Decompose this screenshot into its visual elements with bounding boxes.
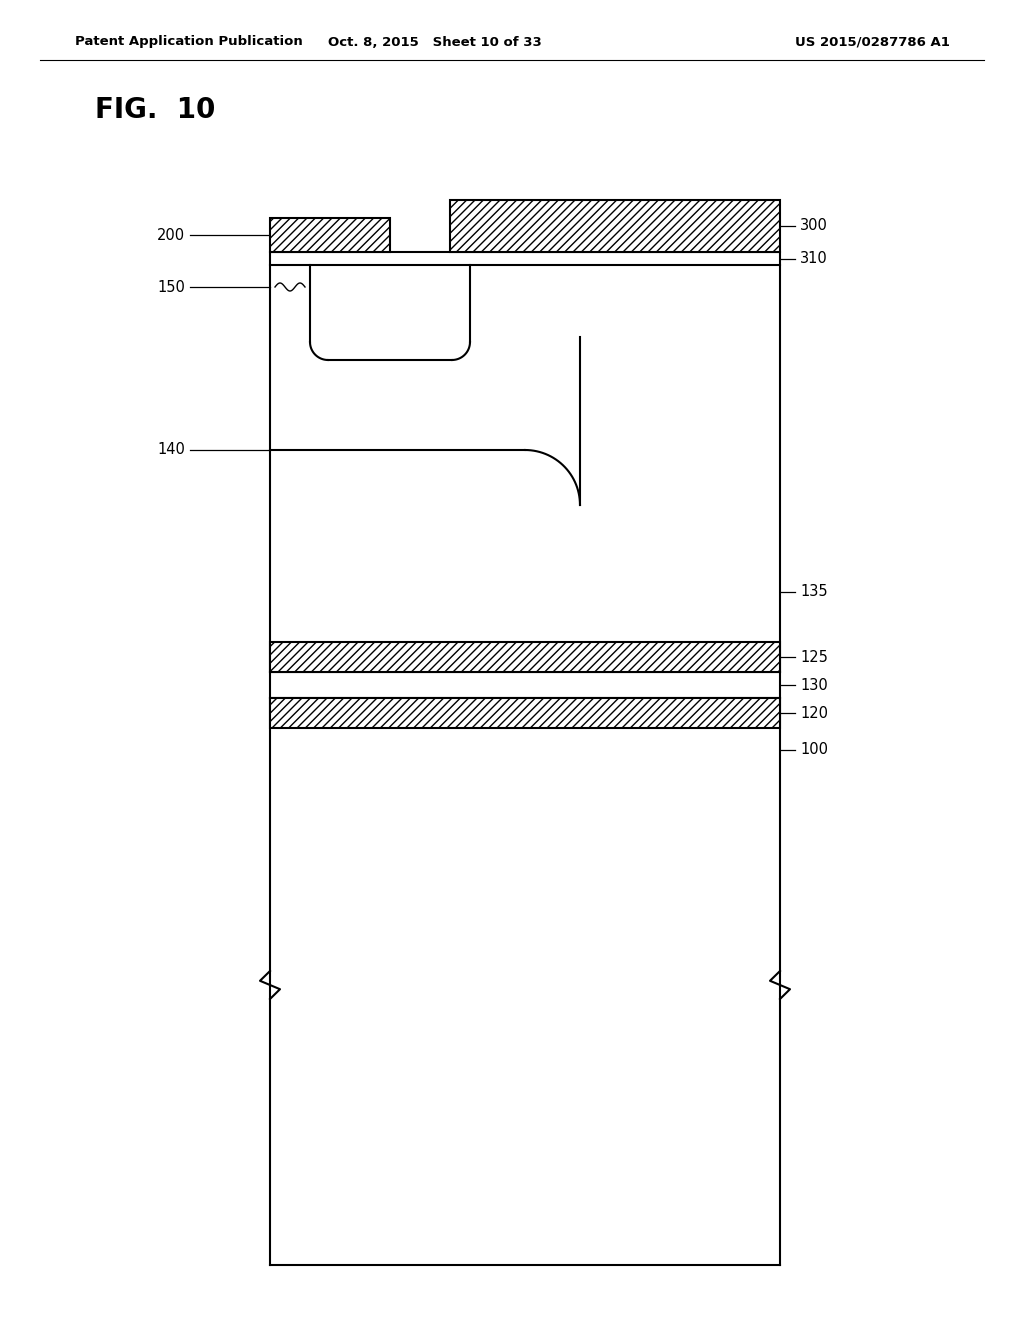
Text: Oct. 8, 2015   Sheet 10 of 33: Oct. 8, 2015 Sheet 10 of 33	[328, 36, 542, 49]
Bar	[450, 201, 780, 252]
Text: 300: 300	[800, 219, 827, 234]
Text: 125: 125	[800, 649, 827, 664]
Text: 140: 140	[157, 442, 185, 458]
Text: 130: 130	[800, 677, 827, 693]
Text: 135: 135	[800, 585, 827, 599]
Bar	[270, 698, 780, 729]
Text: 310: 310	[800, 251, 827, 267]
Text: 100: 100	[800, 742, 828, 758]
Text: Patent Application Publication: Patent Application Publication	[75, 36, 303, 49]
Text: FIG.  10: FIG. 10	[95, 96, 215, 124]
Bar	[270, 642, 780, 672]
Text: US 2015/0287786 A1: US 2015/0287786 A1	[795, 36, 950, 49]
Text: 120: 120	[800, 705, 828, 721]
Bar	[270, 252, 780, 265]
Bar	[270, 218, 390, 252]
Text: 150: 150	[157, 280, 185, 294]
Text: 200: 200	[157, 227, 185, 243]
